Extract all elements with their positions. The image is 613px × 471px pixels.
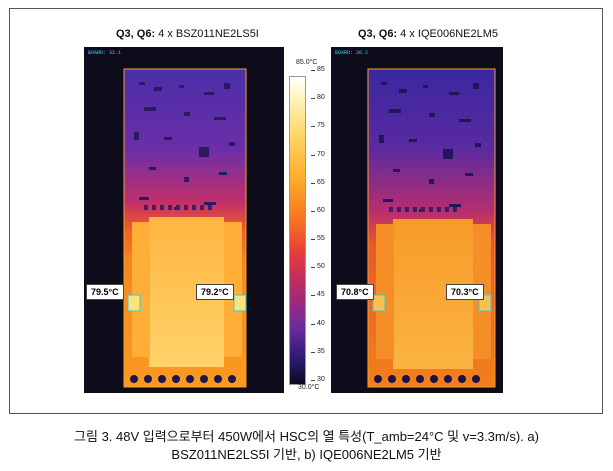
scale-tick-label: 75 [311, 122, 325, 130]
scale-tick-label: 55 [311, 235, 325, 243]
scale-tick-label: 80 [311, 94, 325, 102]
right-thermal-image: BOARD: 30.2 [331, 47, 503, 393]
left-panel-title: Q3, Q6: 4 x BSZ011NE2LS5I [116, 28, 259, 40]
right-board-temp: BOARD: 30.2 [335, 50, 369, 56]
scale-min-label: 30.0°C [298, 384, 320, 391]
scale-tick-label: 85 [311, 66, 325, 73]
left-thermal-image: BOARD: 32.1 [84, 47, 284, 393]
left-q3-temp-label: 79.5°C [86, 284, 124, 300]
left-q6-temp-label: 79.2°C [196, 284, 234, 300]
caption-line-1: 그림 3. 48V 입력으로부터 450W에서 HSC의 열 특성(T_amb=… [74, 429, 539, 444]
scale-tick-label: 50 [311, 263, 325, 271]
scale-max-label: 85.0°C [296, 59, 318, 66]
caption-line-2: BSZ011NE2LS5I 기반, b) IQE006NE2LM5 기반 [171, 447, 442, 462]
scale-tick-label: 60 [311, 206, 325, 214]
left-board-temp: BOARD: 32.1 [88, 50, 122, 56]
scale-tick-label: 70 [311, 150, 325, 158]
right-q3-temp-label: 70.8°C [336, 284, 374, 300]
right-q6-temp-label: 70.3°C [446, 284, 484, 300]
scale-tick-label: 65 [311, 178, 325, 186]
scale-tick-label: 45 [311, 291, 325, 299]
color-scale-bar [289, 76, 306, 385]
scale-tick-label: 30 [311, 376, 325, 383]
scale-tick-label: 40 [311, 319, 325, 327]
right-panel-title: Q3, Q6: 4 x IQE006NE2LM5 [358, 28, 499, 40]
scale-tick-label: 35 [311, 347, 325, 355]
